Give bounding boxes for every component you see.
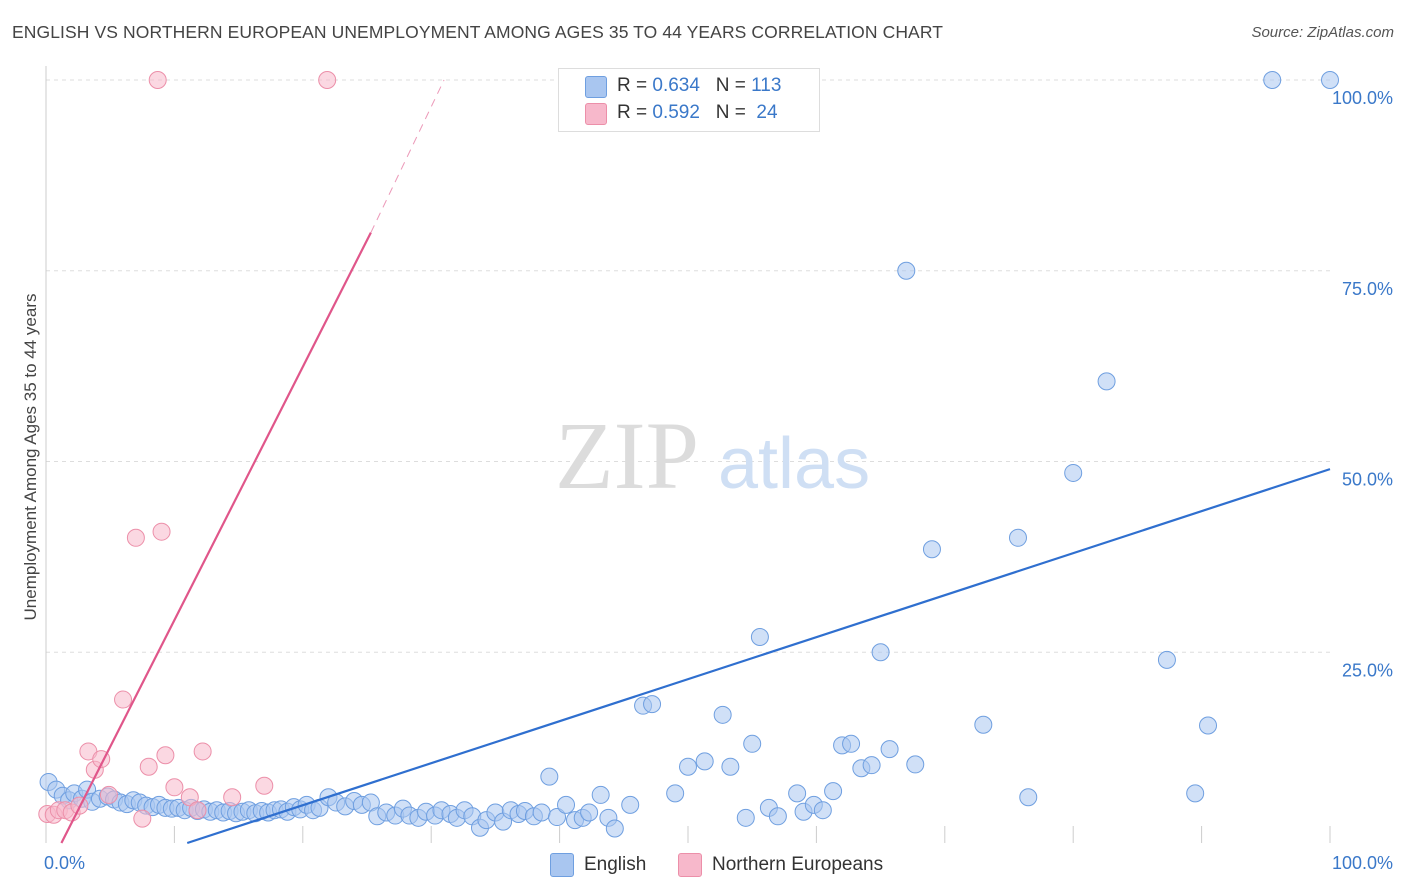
point-northern-europeans — [156, 746, 175, 765]
trend-lines — [60, 79, 1331, 845]
point-english — [721, 757, 740, 776]
point-northern-europeans — [318, 71, 337, 89]
legend-label-english: English — [584, 854, 647, 875]
legend-swatch-northern-europeans — [678, 853, 702, 877]
source-label: Source: ZipAtlas.com — [1251, 24, 1394, 41]
point-english — [621, 795, 640, 814]
x-tick-marks — [173, 826, 1331, 843]
chart-title: ENGLISH VS NORTHERN EUROPEAN UNEMPLOYMEN… — [12, 22, 944, 42]
point-northern-europeans — [152, 522, 171, 541]
point-english — [880, 740, 899, 759]
point-english — [743, 734, 762, 753]
point-english — [750, 627, 769, 646]
point-english — [813, 801, 832, 820]
point-english — [1157, 650, 1176, 669]
point-english — [605, 819, 624, 838]
y-tick-labels: 25.0% 50.0% 75.0% 100.0% — [1332, 88, 1393, 680]
point-english — [1019, 788, 1038, 807]
r-label: R = — [617, 102, 653, 123]
y-tick-label: 100.0% — [1332, 88, 1393, 108]
y-tick-label: 50.0% — [1342, 470, 1393, 490]
y-tick-label: 75.0% — [1342, 279, 1393, 299]
point-northern-europeans — [114, 690, 133, 709]
point-northern-europeans — [126, 528, 145, 547]
point-english — [824, 782, 843, 801]
point-english — [871, 643, 890, 662]
data-points — [38, 71, 1339, 838]
point-english — [768, 807, 787, 826]
point-northern-europeans — [223, 788, 242, 807]
point-english — [1321, 71, 1339, 89]
point-english — [679, 757, 697, 776]
y-tick-label: 25.0% — [1342, 660, 1393, 680]
legend-label-northern-europeans: Northern Europeans — [712, 854, 884, 875]
grid-layer — [46, 79, 1330, 653]
point-english — [922, 540, 941, 559]
point-northern-europeans — [99, 785, 118, 804]
y-axis-label: Unemployment Among Ages 35 to 44 years — [21, 294, 40, 621]
stat-row-northern-europeans: R = 0.592 N = 24 — [617, 100, 778, 126]
point-english — [736, 808, 755, 827]
point-english — [788, 784, 807, 803]
point-english — [540, 767, 559, 786]
point-northern-europeans — [148, 71, 167, 89]
correlation-stats-box: R = 0.634 N = 113 R = 0.592 N = 24 — [558, 68, 820, 132]
legend-item-northern-europeans[interactable]: Northern Europeans — [678, 852, 883, 878]
watermark-atlas: atlas — [718, 424, 870, 504]
point-english — [906, 755, 925, 774]
point-english — [974, 715, 993, 734]
stat-swatch-english — [585, 76, 607, 98]
x-tick-label: 100.0% — [1332, 853, 1393, 873]
point-english — [643, 695, 662, 714]
point-english — [1186, 784, 1205, 803]
n-value: 24 — [751, 102, 778, 123]
point-english — [842, 734, 861, 753]
point-northern-europeans — [139, 757, 158, 776]
trend-line-english — [186, 468, 1331, 845]
point-northern-europeans — [188, 801, 207, 820]
trend-line-extension — [370, 79, 445, 233]
point-english — [548, 808, 567, 827]
stat-swatch-northern-europeans — [585, 103, 607, 125]
point-english — [1064, 463, 1083, 482]
n-label: N = — [715, 75, 752, 96]
point-northern-europeans — [193, 742, 212, 761]
point-english — [1097, 372, 1116, 391]
point-english — [862, 756, 881, 775]
r-value: 0.592 — [652, 102, 700, 123]
x-tick-labels: 0.0% 100.0% — [44, 853, 1393, 873]
x-tick-label: 0.0% — [44, 853, 85, 873]
point-english — [557, 795, 576, 814]
point-english — [1008, 528, 1027, 547]
r-value: 0.634 — [652, 75, 700, 96]
point-english — [1199, 716, 1218, 735]
point-english — [695, 752, 714, 771]
legend-swatch-english — [550, 853, 574, 877]
point-english — [713, 705, 732, 724]
point-english — [532, 803, 551, 822]
stat-row-english: R = 0.634 N = 113 — [617, 73, 781, 99]
point-english — [580, 803, 599, 822]
n-value: 113 — [751, 75, 782, 96]
point-northern-europeans — [133, 809, 152, 828]
point-english — [591, 785, 610, 804]
point-english — [666, 784, 685, 803]
watermark-zip: ZIP — [555, 402, 699, 509]
point-english — [897, 261, 916, 280]
point-northern-europeans — [165, 778, 184, 797]
n-label: N = — [715, 102, 752, 123]
legend-item-english[interactable]: English — [550, 852, 646, 878]
point-northern-europeans — [255, 776, 274, 795]
r-label: R = — [617, 75, 653, 96]
trend-line-northern-europeans — [60, 232, 372, 844]
point-english — [1263, 71, 1282, 89]
